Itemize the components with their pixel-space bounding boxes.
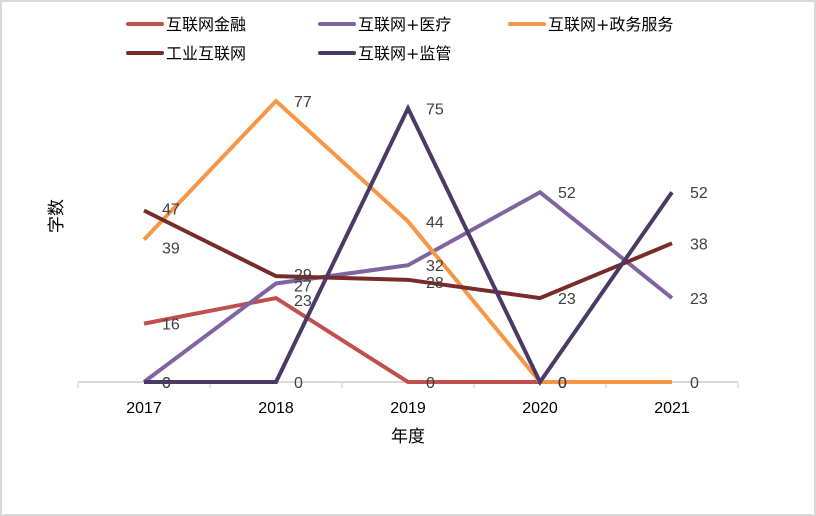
- data-label: 23: [294, 293, 312, 310]
- legend-label: 工业互联网: [166, 44, 246, 63]
- x-axis-title: 年度: [391, 427, 425, 447]
- series-line: [144, 103, 674, 386]
- data-label: 0: [558, 375, 567, 392]
- data-label: 0: [294, 375, 303, 392]
- legend-item: 互联网金融: [126, 15, 246, 34]
- data-label: 75: [426, 101, 444, 118]
- data-label: 0: [558, 375, 567, 392]
- data-label: 77: [294, 94, 312, 111]
- data-label: 39: [162, 241, 180, 258]
- data-label: 28: [426, 275, 444, 292]
- x-tick-label: 2019: [390, 400, 426, 417]
- data-label: 44: [426, 214, 444, 231]
- x-tick-label: 2018: [258, 400, 294, 417]
- x-tick-label: 2017: [126, 400, 162, 417]
- y-axis-title: 字数: [47, 199, 67, 233]
- legend-item: 工业互联网: [126, 44, 246, 63]
- legend-item: 互联网+医疗: [318, 15, 451, 34]
- legend-item: 互联网+监管: [318, 44, 451, 63]
- data-label: 0: [558, 375, 567, 392]
- data-label: 0: [426, 375, 435, 392]
- data-label: 47: [162, 201, 180, 218]
- legend-label: 互联网+医疗: [358, 15, 451, 34]
- data-label: 0: [162, 375, 171, 392]
- series-line: [143, 208, 673, 301]
- legend-label: 互联网+监管: [358, 44, 451, 63]
- legend-item: 互联网+政务服务: [508, 15, 673, 34]
- series-line: [142, 189, 674, 384]
- data-label: 52: [558, 185, 576, 202]
- x-tick-label: 2021: [654, 400, 690, 417]
- series-lines: [142, 98, 674, 386]
- legend-label: 互联网金融: [166, 15, 246, 34]
- series-line: [142, 98, 672, 384]
- data-label: 23: [690, 291, 708, 308]
- data-label: 38: [690, 236, 708, 253]
- x-tick-label: 2020: [522, 400, 558, 417]
- x-axis: 2017 2018 2019 2020 2021: [77, 381, 739, 417]
- data-label: 52: [690, 185, 708, 202]
- data-label: 27: [294, 278, 312, 295]
- data-label: 32: [426, 258, 444, 275]
- series-line: [143, 295, 540, 384]
- data-label: 0: [690, 375, 699, 392]
- data-label: 0: [162, 375, 171, 392]
- data-label: 23: [558, 291, 576, 308]
- data-label: 16: [162, 317, 180, 334]
- data-label: 29: [294, 267, 312, 284]
- legend-label: 互联网+政务服务: [548, 15, 673, 34]
